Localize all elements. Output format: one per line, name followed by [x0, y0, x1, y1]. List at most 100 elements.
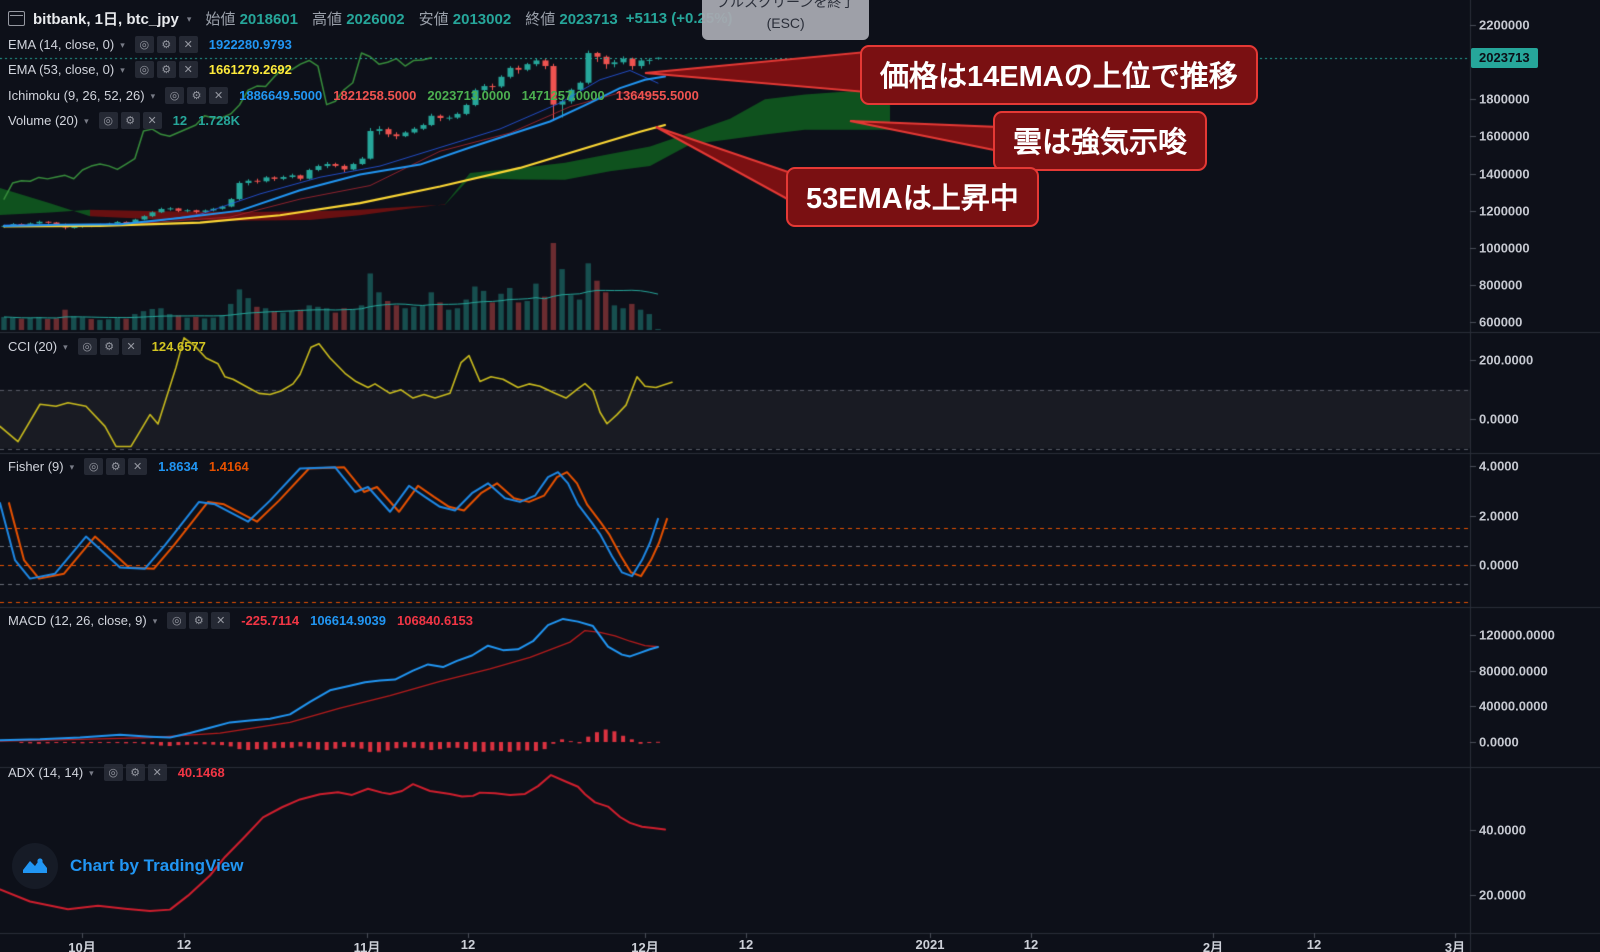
- indicator-value: 1886649.5000: [239, 88, 323, 103]
- settings-button[interactable]: ⚙: [189, 612, 209, 629]
- indicator-legend-row: EMA (14, close, 0) ▾ ◎ ⚙ ✕ 1922280.9793: [8, 36, 292, 53]
- high-value: 2026002: [346, 11, 405, 28]
- indicator-legend-row: ADX (14, 14) ▾ ◎ ⚙ ✕ 40.1468: [8, 764, 225, 781]
- y-axis-label: 800000: [1479, 277, 1523, 293]
- indicator-title[interactable]: ADX (14, 14): [8, 765, 84, 780]
- indicator-title[interactable]: EMA (53, close, 0): [8, 62, 115, 77]
- low-value: 2013002: [452, 11, 512, 28]
- symbol-title[interactable]: bitbank, 1日, btc_jpy: [33, 11, 179, 28]
- y-axis-label: 1800000: [1479, 91, 1530, 107]
- indicator-title[interactable]: CCI (20): [8, 339, 58, 354]
- x-axis-label: 12: [460, 937, 476, 952]
- indicator-value: 1471257.0000: [521, 88, 605, 103]
- indicator-value: 1364955.5000: [615, 88, 699, 103]
- x-axis-label: 2021: [915, 937, 945, 952]
- visibility-toggle-button[interactable]: ◎: [77, 338, 97, 355]
- indicator-dropdown-caret[interactable]: ▾: [120, 40, 125, 50]
- close-label: 終値: [525, 11, 556, 28]
- remove-button[interactable]: ✕: [178, 61, 198, 78]
- callout-price-above-14ema[interactable]: 価格は14EMAの上位で推移: [860, 45, 1258, 105]
- low-label: 安値: [418, 11, 449, 28]
- x-axis-label: 2月: [1202, 940, 1224, 952]
- y-axis-label: 120000.0000: [1479, 627, 1555, 643]
- y-axis-label: 0.0000: [1479, 411, 1519, 427]
- visibility-toggle-button[interactable]: ◎: [165, 87, 185, 104]
- indicator-title[interactable]: EMA (14, close, 0): [8, 37, 115, 52]
- close-value: 2023713: [559, 11, 618, 28]
- indicator-value: 1922280.9793: [208, 37, 292, 52]
- settings-button[interactable]: ⚙: [187, 87, 207, 104]
- indicator-dropdown-caret[interactable]: ▾: [89, 768, 94, 778]
- time-axis[interactable]: [0, 933, 1600, 952]
- settings-button[interactable]: ⚙: [156, 36, 176, 53]
- y-axis-label: 2.0000: [1479, 508, 1519, 523]
- visibility-toggle-button[interactable]: ◎: [167, 612, 187, 629]
- tradingview-watermark[interactable]: Chart by TradingView: [12, 843, 244, 889]
- layout-icon[interactable]: [8, 11, 25, 26]
- visibility-toggle-button[interactable]: ◎: [134, 36, 154, 53]
- indicator-dropdown-caret[interactable]: ▾: [152, 616, 158, 626]
- indicator-legend-row: MACD (12, 26, close, 9) ▾ ◎ ⚙ ✕ -225.7114 1066…: [8, 612, 473, 629]
- symbol-legend-row: bitbank, 1日, btc_jpy ▾ 始値 2018601 高値 202…: [8, 8, 733, 29]
- indicator-dropdown-caret[interactable]: ▾: [63, 342, 68, 352]
- remove-button[interactable]: ✕: [121, 338, 141, 355]
- y-axis-label: 200.0000: [1479, 352, 1534, 368]
- high-field: 高値 2026002: [306, 8, 405, 29]
- settings-button[interactable]: ⚙: [99, 338, 119, 355]
- high-label: 高値: [312, 11, 343, 28]
- indicator-value: 2023713.0000: [427, 88, 511, 103]
- symbol-dropdown-caret[interactable]: ▾: [186, 14, 192, 24]
- settings-button[interactable]: ⚙: [106, 458, 126, 475]
- indicator-title[interactable]: Fisher (9): [8, 459, 64, 474]
- indicator-dropdown-caret[interactable]: ▾: [150, 91, 156, 101]
- y-axis-label: 0.0000: [1479, 734, 1519, 750]
- x-axis-label: 12月: [631, 940, 659, 952]
- visibility-toggle-button[interactable]: ◎: [84, 458, 104, 475]
- indicator-value: 1.728K: [198, 113, 241, 128]
- remove-button[interactable]: ✕: [142, 112, 162, 129]
- x-axis-label: 12: [738, 937, 754, 952]
- x-axis-label: 11月: [353, 940, 381, 952]
- indicator-legend-row: Fisher (9) ▾ ◎ ⚙ ✕ 1.8634 1.4164: [8, 458, 249, 475]
- indicator-value: 1.4164: [208, 459, 249, 474]
- callout-53ema-rising[interactable]: 53EMAは上昇中: [786, 167, 1039, 227]
- indicator-title[interactable]: MACD (12, 26, close, 9): [8, 613, 147, 628]
- y-axis-label: 4.0000: [1479, 458, 1519, 474]
- indicator-dropdown-caret[interactable]: ▾: [120, 65, 125, 75]
- close-field: 終値 2023713: [519, 8, 618, 29]
- remove-button[interactable]: ✕: [147, 764, 167, 781]
- tradingview-logo-icon: [12, 843, 58, 889]
- indicator-title[interactable]: Ichimoku (9, 26, 52, 26): [8, 88, 145, 103]
- visibility-toggle-button[interactable]: ◎: [98, 112, 118, 129]
- indicator-buttons: ◎ ⚙ ✕: [167, 612, 231, 629]
- indicator-dropdown-caret[interactable]: ▾: [69, 462, 75, 472]
- indicator-legend-row: Volume (20) ▾ ◎ ⚙ ✕ 12 1.728K: [8, 112, 240, 129]
- settings-button[interactable]: ⚙: [120, 112, 140, 129]
- settings-button[interactable]: ⚙: [125, 764, 145, 781]
- x-axis-label: 12: [1306, 937, 1322, 952]
- y-axis-label: 1400000: [1479, 166, 1530, 181]
- low-field: 安値 2013002: [413, 8, 512, 29]
- x-axis-label: 12: [1023, 937, 1039, 952]
- indicator-value: 1.8634: [158, 459, 198, 474]
- remove-button[interactable]: ✕: [211, 612, 231, 629]
- indicator-value: 1661279.2692: [208, 62, 292, 77]
- y-axis-label: 40000.0000: [1479, 698, 1548, 714]
- remove-button[interactable]: ✕: [128, 458, 148, 475]
- indicator-dropdown-caret[interactable]: ▾: [84, 116, 89, 126]
- y-axis-label: 40.0000: [1479, 822, 1526, 838]
- open-field: 始値 2018601: [199, 8, 298, 29]
- remove-button[interactable]: ✕: [178, 36, 198, 53]
- indicator-value: 106614.9039: [310, 613, 387, 628]
- visibility-toggle-button[interactable]: ◎: [134, 61, 154, 78]
- indicator-value: 40.1468: [177, 765, 225, 780]
- y-axis-label: 1200000: [1479, 203, 1530, 219]
- visibility-toggle-button[interactable]: ◎: [103, 764, 123, 781]
- settings-button[interactable]: ⚙: [156, 61, 176, 78]
- indicator-value: 1821258.5000: [333, 88, 417, 103]
- callout-cloud-bullish[interactable]: 雲は強気示唆: [993, 111, 1208, 171]
- indicator-title[interactable]: Volume (20): [8, 113, 79, 128]
- x-axis-label: 10月: [68, 940, 96, 952]
- remove-button[interactable]: ✕: [209, 87, 229, 104]
